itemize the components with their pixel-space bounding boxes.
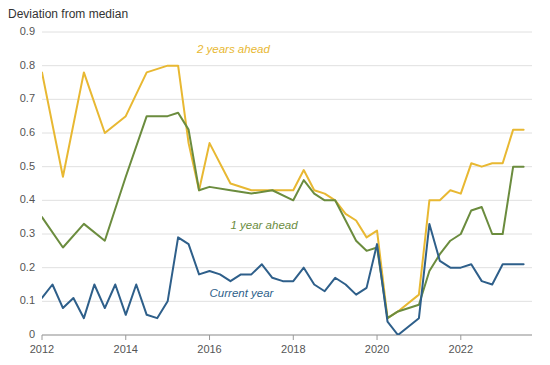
annotation: 2 years ahead [196, 43, 270, 55]
series-line [42, 224, 524, 335]
x-tick [209, 335, 210, 340]
y-tick-label: 0.2 [20, 261, 35, 273]
x-tick [125, 335, 126, 340]
y-tick-label: 0.4 [20, 193, 35, 205]
grid-line [42, 32, 532, 33]
x-tick-label: 2020 [365, 343, 389, 355]
y-tick-label: 0.6 [20, 126, 35, 138]
grid-line [42, 200, 532, 201]
x-tick [460, 335, 461, 340]
y-tick-label: 0.3 [20, 227, 35, 239]
annotations: 2 years ahead 1 year ahead Current year [196, 43, 298, 299]
y-tick-label: 0.8 [20, 59, 35, 71]
x-tick [42, 335, 43, 340]
chart: 0 0.1 0.2 0.3 0.4 0.5 0.6 0.7 0.8 0.9 2012 2014 2016… [0, 0, 550, 365]
lines [42, 66, 524, 335]
x-axis-line [42, 335, 532, 336]
grid-line [42, 166, 532, 167]
x-tick-label: 2022 [449, 343, 473, 355]
y-tick-label: 0.5 [20, 160, 35, 172]
annotation: Current year [210, 287, 275, 299]
x-tick [377, 335, 378, 340]
grid-line [42, 65, 532, 66]
y-tick-label: 0.9 [20, 25, 35, 37]
x-tick-label: 2014 [114, 343, 138, 355]
annotation: 1 year ahead [230, 219, 298, 231]
grid-line [42, 99, 532, 100]
grid-line [42, 133, 532, 134]
x-axis: 2012 2014 2016 2018 2020 2022 [30, 335, 473, 355]
y-tick-label: 0.7 [20, 92, 35, 104]
y-grid: 0 0.1 0.2 0.3 0.4 0.5 0.6 0.7 0.8 0.9 [20, 25, 532, 340]
x-tick-label: 2018 [281, 343, 305, 355]
y-axis-label: Deviation from median [8, 7, 128, 21]
x-tick-label: 2012 [30, 343, 54, 355]
grid-line [42, 335, 532, 336]
grid-line [42, 301, 532, 302]
x-tick [293, 335, 294, 340]
y-tick-label: 0 [29, 328, 35, 340]
y-tick-label: 0.1 [20, 294, 35, 306]
x-tick-label: 2016 [197, 343, 221, 355]
